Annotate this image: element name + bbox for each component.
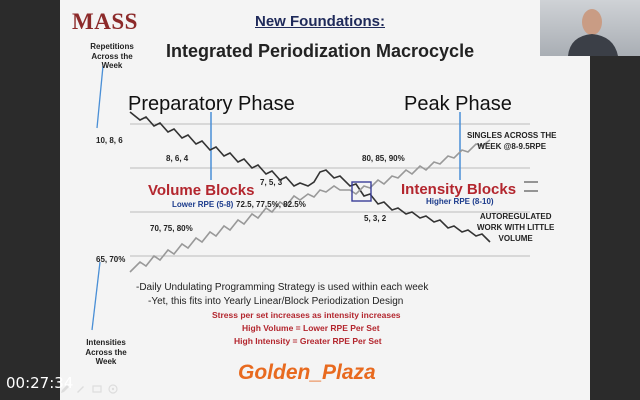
reps-value-4: 5, 3, 2 — [364, 214, 387, 223]
reps-label: Repetitions Across the Week — [82, 42, 142, 71]
watermark: Golden_Plaza — [238, 361, 376, 384]
volume-rpe: Lower RPE (5-8) — [172, 200, 234, 209]
autoregulated-note-line: AUTOREGULATED — [479, 212, 552, 221]
intensity-trend-line — [129, 139, 491, 273]
intensity-value-2: 70, 75, 80% — [150, 224, 193, 233]
reps-value-1: 10, 8, 6 — [96, 136, 123, 145]
strategy-note-1: -Daily Undulating Programming Strategy i… — [136, 282, 429, 293]
autoregulated-note: AUTOREGULATED WORK WITH LITTLE VOLUME — [477, 212, 554, 244]
intensity-blocks-label: Intensity Blocks — [401, 181, 517, 198]
slides-icon[interactable] — [92, 384, 102, 394]
slide-heading: New Foundations: — [255, 13, 385, 30]
intensity-value-4: 80, 85, 90% — [362, 154, 405, 163]
intensities-label-line: Intensities — [86, 338, 126, 347]
reps-pointer — [96, 65, 104, 129]
slide-title: Integrated Periodization Macrocycle — [166, 41, 475, 61]
mass-logo: MASS — [72, 9, 138, 34]
intensity-value-1: 65, 70% — [96, 255, 126, 264]
repetitions-trend-line — [129, 111, 491, 243]
slide — [60, 0, 590, 400]
volume-blocks-label: Volume Blocks — [148, 182, 255, 199]
intensity-value-3: 72.5, 77.5%, 82.5% — [236, 200, 306, 209]
autoregulated-note-line: WORK WITH LITTLE — [477, 222, 555, 232]
intensities-label-line: Across the — [85, 347, 127, 357]
video-timestamp: 00:27:34 — [6, 374, 74, 392]
presenter-webcam — [540, 0, 640, 56]
phase-peak: Peak Phase — [404, 93, 512, 115]
reps-value-3: 7, 5, 3 — [260, 178, 283, 187]
singles-note-line: WEEK @8-9.5RPE — [477, 141, 547, 151]
singles-note: SINGLES ACROSS THE WEEK @8-9.5RPE — [467, 131, 557, 153]
phase-preparatory: Preparatory Phase — [128, 93, 295, 115]
intensity-pointer — [91, 261, 101, 331]
stress-note: Stress per set increases as intensity in… — [212, 310, 401, 320]
high-intensity-note: High Intensity = Greater RPE Per Set — [234, 336, 382, 346]
reps-label-line: Across the — [91, 51, 133, 61]
intensities-label: Intensities Across the Week — [78, 338, 134, 367]
singles-note-line: SINGLES ACROSS THE — [467, 131, 557, 140]
strategy-note-2: -Yet, this fits into Yearly Linear/Block… — [148, 296, 404, 307]
reps-label-line: Repetitions — [90, 42, 134, 51]
pen-icon[interactable] — [76, 384, 86, 394]
reps-value-2: 8, 6, 4 — [166, 154, 189, 163]
reps-label-line: Week — [101, 61, 123, 71]
more-icon[interactable] — [108, 384, 118, 394]
intensity-rpe: Higher RPE (8-10) — [426, 197, 494, 206]
intensities-label-line: Week — [95, 357, 117, 367]
autoregulated-note-line: VOLUME — [498, 233, 533, 243]
high-volume-note: High Volume = Lower RPE Per Set — [242, 323, 380, 333]
presenter-silhouette — [568, 9, 618, 56]
crossover-box — [351, 181, 372, 202]
pencil-icon[interactable] — [60, 384, 70, 394]
